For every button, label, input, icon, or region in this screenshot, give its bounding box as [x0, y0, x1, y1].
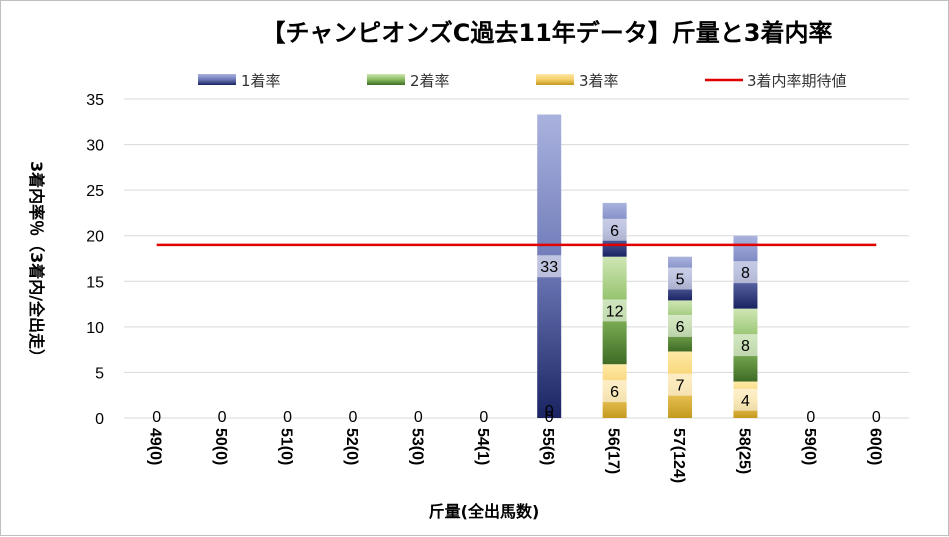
data-label-bg — [667, 267, 694, 290]
y-tick-label: 25 — [86, 183, 104, 200]
gridlines — [124, 98, 909, 419]
data-label: 0 — [479, 409, 488, 426]
data-label: 4 — [741, 393, 750, 410]
data-label: 0 — [349, 409, 358, 426]
data-label: 0 — [545, 403, 554, 420]
data-label: 8 — [741, 338, 750, 355]
x-category-label: 54(1) — [474, 428, 491, 465]
x-category-label: 52(0) — [343, 428, 360, 465]
y-tick-label: 35 — [86, 92, 104, 109]
y-axis-title: 3着内率％（3着内/全出走） — [27, 161, 46, 365]
x-category-label: 56(17) — [605, 428, 622, 474]
data-label-bg — [536, 255, 563, 278]
y-tick-label: 20 — [86, 229, 104, 246]
y-tick-label: 0 — [95, 411, 104, 428]
data-label: 0 — [545, 409, 554, 426]
x-axis-title: 斤量(全出馬数) — [429, 502, 540, 521]
chart-title: 【チャンピオンズC過去11年データ】斤量と3着内率 — [262, 19, 833, 47]
legend: 1着率 2着率 3着率 3着内率期待値 — [198, 72, 847, 90]
data-label-bg — [601, 380, 628, 403]
data-label: 7 — [676, 378, 685, 395]
y-tick-label: 15 — [86, 274, 104, 291]
x-category-label: 57(124) — [670, 428, 687, 483]
x-category-label: 49(0) — [147, 428, 164, 465]
y-axis-ticks: 0 5 10 15 20 25 30 35 — [86, 92, 104, 428]
data-label: 0 — [806, 409, 815, 426]
data-label: 0 — [872, 409, 881, 426]
data-label: 0 — [218, 409, 227, 426]
x-category-label: 53(0) — [408, 428, 425, 465]
data-label: 6 — [610, 384, 619, 401]
data-label: 8 — [741, 265, 750, 282]
data-label: 6 — [676, 319, 685, 336]
x-category-label: 60(0) — [866, 428, 883, 465]
data-label-bg — [601, 218, 628, 241]
legend-swatch-1st — [198, 74, 236, 85]
data-label: 0 — [152, 409, 161, 426]
x-category-label: 50(0) — [212, 428, 229, 465]
y-tick-label: 10 — [86, 320, 104, 337]
data-label: 0 — [414, 409, 423, 426]
data-label-bg — [601, 299, 628, 322]
data-label: 5 — [676, 272, 685, 289]
legend-label-2nd: 2着率 — [410, 72, 450, 90]
data-label-bg — [667, 373, 694, 396]
data-label: 6 — [610, 223, 619, 240]
data-label: 33 — [540, 259, 558, 276]
data-label-bg — [732, 261, 759, 284]
data-label-bg — [732, 388, 759, 411]
x-category-label: 58(25) — [735, 428, 752, 474]
legend-label-1st: 1着率 — [241, 72, 281, 90]
x-category-label: 59(0) — [801, 428, 818, 465]
legend-swatch-2nd — [367, 74, 405, 85]
x-axis-categories: 49(0) 50(0) 51(0) 52(0) 53(0) 54(1) 55(6) 56(17… — [147, 428, 884, 483]
legend-label-expected: 3着内率期待値 — [747, 72, 847, 90]
data-label: 12 — [606, 303, 624, 320]
x-category-label: 51(0) — [278, 428, 295, 465]
legend-swatch-3rd — [536, 74, 574, 85]
data-label-bg — [667, 314, 694, 337]
x-category-label: 55(6) — [539, 428, 556, 465]
y-tick-label: 30 — [86, 138, 104, 155]
data-label-bg — [732, 334, 759, 357]
y-tick-label: 5 — [95, 365, 104, 382]
data-label: 0 — [283, 409, 292, 426]
legend-label-3rd: 3着率 — [579, 72, 619, 90]
